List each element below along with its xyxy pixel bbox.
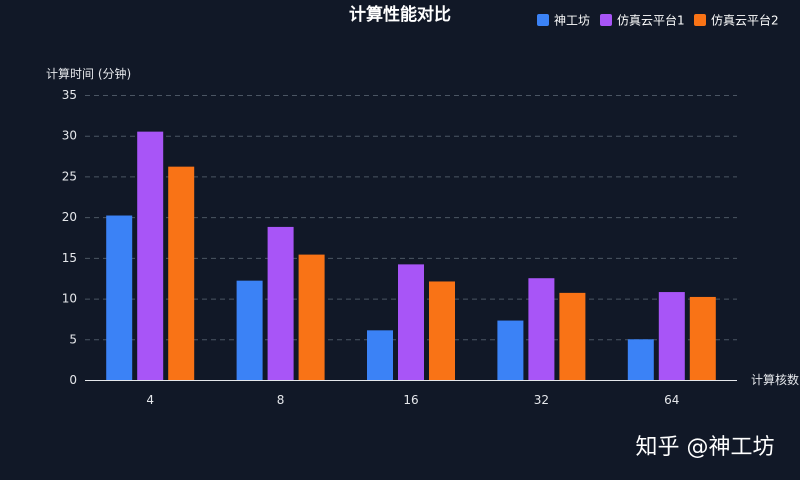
x-tick-label: 16 <box>403 393 418 407</box>
x-tick-label: 8 <box>277 393 285 407</box>
bar <box>559 292 586 380</box>
bar <box>627 339 654 380</box>
bar <box>528 278 555 380</box>
bar <box>658 292 685 380</box>
legend-swatch <box>537 14 549 26</box>
bar <box>267 226 294 380</box>
bar <box>236 280 263 380</box>
legend-label: 神工坊 <box>554 13 590 28</box>
bar <box>168 166 195 380</box>
x-tick-label: 4 <box>146 393 154 407</box>
chart-title: 计算性能对比 <box>349 4 451 25</box>
legend-label: 仿真云平台2 <box>711 13 779 28</box>
legend-swatch <box>694 14 706 26</box>
x-axis-label: 计算核数 <box>751 372 799 387</box>
y-axis-label: 计算时间 (分钟) <box>46 66 131 81</box>
y-tick-label: 20 <box>62 210 77 224</box>
bars <box>106 131 716 380</box>
bar <box>689 296 716 380</box>
y-tick-label: 15 <box>62 251 77 265</box>
y-tick-labels: 0 5 10 15 20 25 30 35 <box>62 88 77 387</box>
y-tick-label: 25 <box>62 169 77 183</box>
y-tick-label: 35 <box>62 88 77 102</box>
legend-label: 仿真云平台1 <box>617 13 685 28</box>
y-tick-label: 10 <box>62 292 77 306</box>
x-tick-label: 64 <box>664 393 679 407</box>
legend: 神工坊 仿真云平台1 仿真云平台2 <box>537 13 779 28</box>
bar <box>398 264 424 380</box>
y-tick-label: 5 <box>69 332 77 346</box>
bar <box>298 254 325 380</box>
bar <box>429 281 455 380</box>
x-tick-labels: 4 8 16 32 64 <box>146 393 679 407</box>
bar <box>106 215 133 380</box>
x-tick-label: 32 <box>534 393 549 407</box>
bar <box>367 330 393 380</box>
y-tick-label: 0 <box>69 373 77 387</box>
bar <box>137 131 164 380</box>
bar <box>497 320 524 380</box>
y-tick-label: 30 <box>62 129 77 143</box>
legend-swatch <box>600 14 612 26</box>
watermark: 知乎 @神工坊 <box>636 435 775 460</box>
